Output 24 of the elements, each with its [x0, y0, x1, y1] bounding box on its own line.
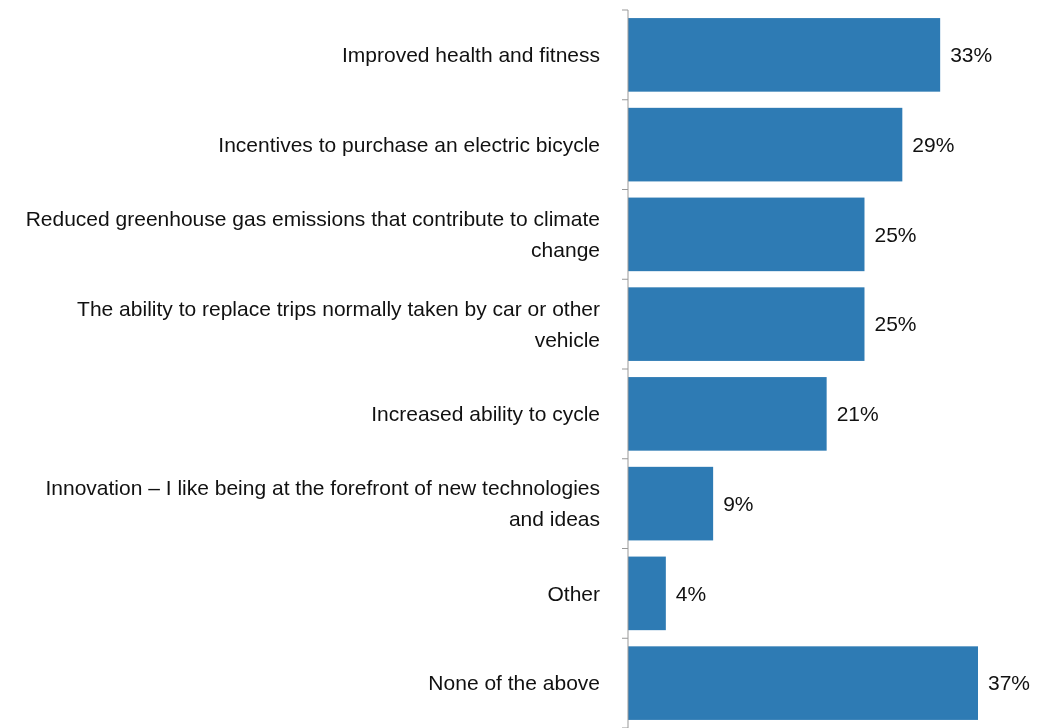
data-label: 29%: [912, 132, 955, 156]
y-tick-label: Incentives to purchase an electric bicycle: [218, 132, 600, 156]
y-tick-label: Reduced greenhouse gas emissions that contribute to climate change: [25, 207, 600, 262]
data-label: 25%: [874, 222, 917, 246]
y-tick-label: Innovation – I like being at the forefront of new technologies and ideas: [45, 476, 600, 531]
data-label: 21%: [836, 402, 879, 426]
y-tick-label: None of the above: [428, 671, 600, 695]
data-label: 9%: [723, 491, 754, 515]
bar: [628, 377, 827, 451]
bar: [628, 107, 903, 182]
bar: [628, 18, 941, 92]
bar: [628, 197, 865, 272]
data-label: 4%: [675, 581, 707, 605]
bar: [628, 646, 978, 720]
bar: [628, 466, 714, 541]
data-label: 37%: [988, 671, 1031, 695]
y-tick-label: Increased ability to cycle: [371, 402, 600, 426]
bar: [628, 556, 666, 631]
data-label: 25%: [874, 312, 917, 336]
data-label: 33%: [950, 43, 993, 67]
bar: [628, 287, 865, 361]
y-tick-label: Other: [547, 581, 600, 605]
y-tick-label: Improved health and fitness: [342, 43, 600, 67]
y-tick-label: The ability to replace trips normally taken by car or other vehicle: [77, 296, 600, 351]
